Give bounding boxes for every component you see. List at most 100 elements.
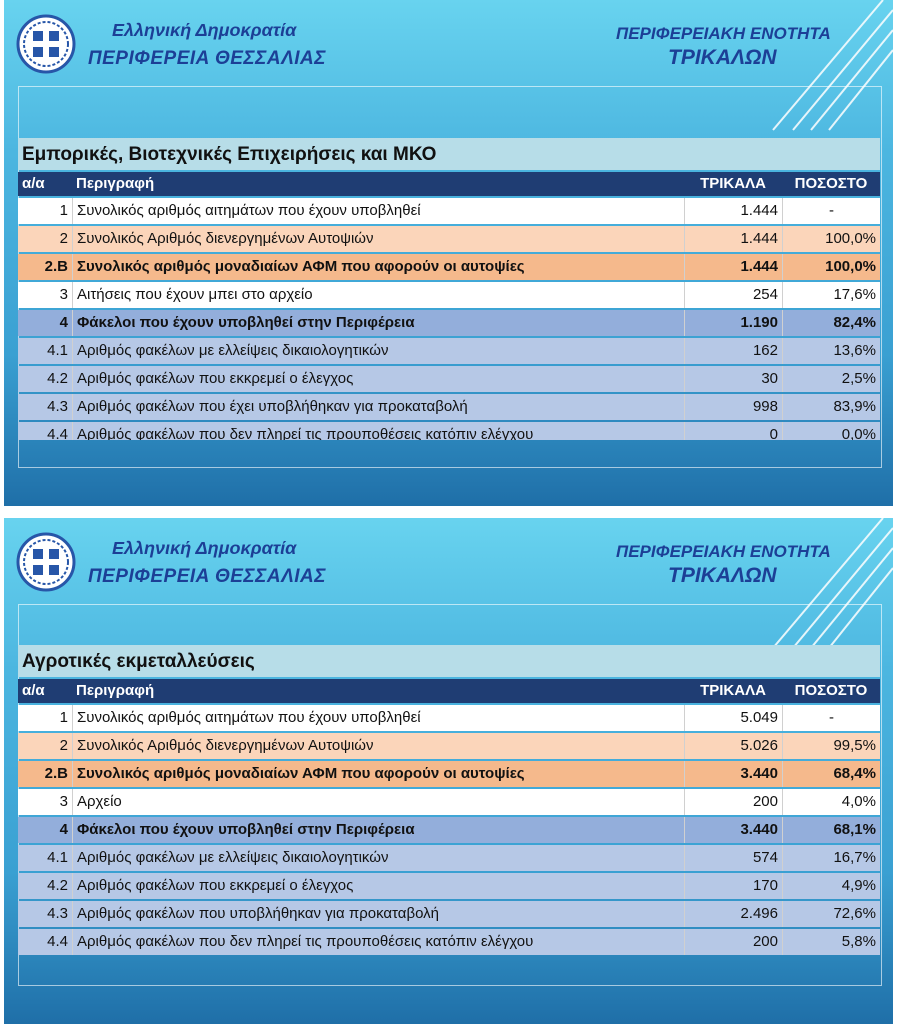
table-cell: 13,6% (782, 338, 880, 364)
header-left-line2: ΠΕΡΙΦΕΡΕΙΑ ΘΕΣΣΑΛΙΑΣ (88, 566, 326, 587)
table-cell: 16,7% (782, 845, 880, 871)
table-row: 4.2 Αριθμός φακέλων που εκκρεμεί ο έλεγχο… (18, 873, 880, 899)
table-cell: Συνολικός Αριθμός διενεργημένων Αυτοψιών (72, 733, 684, 759)
header-left-line1: Ελληνική Δημοκρατία (112, 20, 297, 40)
table-cell: 5,8% (782, 929, 880, 955)
table-cell: Αιτήσεις που έχουν μπει στο αρχείο (72, 282, 684, 308)
table-row: 4 Φάκελοι που έχουν υποβληθεί στην Περιφέ… (18, 310, 880, 336)
table-cell: - (782, 705, 880, 731)
table-cell: 4.3 (47, 905, 68, 922)
column-header: Περιγραφή (76, 682, 155, 699)
table-cell: 0 (684, 422, 782, 440)
table-row: 3 Αρχείο 200 4,0% (18, 789, 880, 815)
table-row: 1 Συνολικός αριθμός αιτημάτων που έχουν υ… (18, 705, 880, 731)
table-cell: Συνολικός αριθμός αιτημάτων που έχουν υπ… (72, 705, 684, 731)
header-right-line1: ΠΕΡΙΦΕΡΕΙΑΚΗ ΕΝΟΤΗΤΑ (616, 542, 831, 561)
table-cell: Αριθμός φακέλων που δεν πληρεί τις προυπ… (72, 929, 684, 955)
header-right-line2: ΤΡΙΚΑΛΩΝ (668, 46, 777, 69)
panel: Ελληνική Δημοκρατία ΠΕΡΙΦΕΡΕΙΑ ΘΕΣΣΑΛΙΑΣ Π… (4, 0, 893, 506)
table-cell: 3 (59, 286, 68, 303)
table-cell: 2 (59, 737, 68, 754)
table-cell: 4,0% (782, 789, 880, 815)
table-cell: 3.440 (684, 761, 782, 787)
column-header: ΤΡΙΚΑΛΑ (700, 682, 766, 699)
table-cell: 3 (59, 793, 68, 810)
table-cell: 998 (684, 394, 782, 420)
table-cell: 1.444 (684, 226, 782, 252)
table-cell: Αριθμός φακέλων που εκκρεμεί ο έλεγχος (72, 873, 684, 899)
table-cell: 1.190 (684, 310, 782, 336)
table-cell: 83,9% (782, 394, 880, 420)
table-cell: Συνολικός αριθμός μοναδιαίων ΑΦΜ που αφο… (72, 254, 684, 280)
header-right-line2: ΤΡΙΚΑΛΩΝ (668, 564, 777, 587)
table-row: 4.1 Αριθμός φακέλων με ελλείψεις δικαιολο… (18, 338, 880, 364)
table-row: 1 Συνολικός αριθμός αιτημάτων που έχουν υ… (18, 198, 880, 224)
emblem (16, 532, 76, 592)
table-cell: 68,1% (782, 817, 880, 843)
table: Αγροτικές εκμεταλλεύσεις α/α Περιγραφή ΤΡΙΚ… (18, 645, 880, 975)
table-cell: 82,4% (782, 310, 880, 336)
table-cell: Συνολικός αριθμός μοναδιαίων ΑΦΜ που αφο… (72, 761, 684, 787)
table-cell: Συνολικός Αριθμός διενεργημένων Αυτοψιών (72, 226, 684, 252)
table-cell: 4.2 (47, 877, 68, 894)
header-row: α/α Περιγραφή ΤΡΙΚΑΛΑ ΠΟΣΟΣΤΟ (18, 172, 880, 196)
table-row: 4.1 Αριθμός φακέλων με ελλείψεις δικαιολο… (18, 845, 880, 871)
header-left-line2: ΠΕΡΙΦΕΡΕΙΑ ΘΕΣΣΑΛΙΑΣ (88, 48, 326, 69)
column-header: α/α (22, 682, 45, 699)
table-cell: 4.1 (47, 342, 68, 359)
table-cell: 4.4 (47, 426, 68, 440)
table-cell: Αρχείο (72, 789, 684, 815)
table-cell: 4,9% (782, 873, 880, 899)
table-row: 4.2 Αριθμός φακέλων που εκκρεμεί ο έλεγχο… (18, 366, 880, 392)
decoration (772, 0, 893, 131)
table-cell: 2.496 (684, 901, 782, 927)
table-title: Εμπορικές, Βιοτεχνικές Επιχειρήσεις και … (18, 138, 880, 170)
table-cell: 2,5% (782, 366, 880, 392)
table-cell: 5.049 (684, 705, 782, 731)
table-row: 2.Β Συνολικός αριθμός μοναδιαίων ΑΦΜ που … (18, 254, 880, 280)
table-cell: 4 (59, 314, 68, 331)
table-cell: 30 (684, 366, 782, 392)
table-row: 4.3 Αριθμός φακέλων που υποβλήθηκαν για π… (18, 901, 880, 927)
table-cell: Αριθμός φακέλων με ελλείψεις δικαιολογητ… (72, 338, 684, 364)
table-cell: 1 (59, 709, 68, 726)
table-cell: 4.3 (47, 398, 68, 415)
table-cell: Αριθμός φακέλων που έχει υποβλήθηκαν για… (72, 394, 684, 420)
table-cell: 200 (684, 929, 782, 955)
table-cell: 99,5% (782, 733, 880, 759)
table-cell: Φάκελοι που έχουν υποβληθεί στην Περιφέρ… (72, 310, 684, 336)
table-cell: Αριθμός φακέλων που υποβλήθηκαν για προκ… (72, 901, 684, 927)
table: Εμπορικές, Βιοτεχνικές Επιχειρήσεις και … (18, 138, 880, 440)
header-row: α/α Περιγραφή ΤΡΙΚΑΛΑ ΠΟΣΟΣΤΟ (18, 679, 880, 703)
panel: Ελληνική Δημοκρατία ΠΕΡΙΦΕΡΕΙΑ ΘΕΣΣΑΛΙΑΣ Π… (4, 518, 893, 1024)
table-cell: - (782, 198, 880, 224)
table-cell: 2.Β (44, 258, 68, 275)
header-left-line1: Ελληνική Δημοκρατία (112, 538, 297, 558)
table-cell: Αριθμός φακέλων με ελλείψεις δικαιολογητ… (72, 845, 684, 871)
table-row: 2 Συνολικός Αριθμός διενεργημένων Αυτοψιώ… (18, 226, 880, 252)
table-cell: 4.2 (47, 370, 68, 387)
table-cell: 254 (684, 282, 782, 308)
table-cell: 68,4% (782, 761, 880, 787)
table-cell: 4.4 (47, 933, 68, 950)
table-row: 2 Συνολικός Αριθμός διενεργημένων Αυτοψιώ… (18, 733, 880, 759)
table-cell: 0,0% (782, 422, 880, 440)
table-cell: 100,0% (782, 254, 880, 280)
table-row: 3 Αιτήσεις που έχουν μπει στο αρχείο 254 17… (18, 282, 880, 308)
table-cell: 1.444 (684, 198, 782, 224)
table-cell: 2 (59, 230, 68, 247)
table-cell: 170 (684, 873, 782, 899)
table-cell: 162 (684, 338, 782, 364)
decoration (772, 518, 893, 649)
table-cell: 1 (59, 202, 68, 219)
table-cell: 72,6% (782, 901, 880, 927)
emblem (16, 14, 76, 74)
table-row: 2.Β Συνολικός αριθμός μοναδιαίων ΑΦΜ που … (18, 761, 880, 787)
column-header: ΠΟΣΟΣΤΟ (794, 682, 868, 699)
table-cell: 5.026 (684, 733, 782, 759)
table-cell: 3.440 (684, 817, 782, 843)
table-row: 4.4 Αριθμός φακέλων που δεν πληρεί τις πρ… (18, 929, 880, 955)
table-cell: 4 (59, 821, 68, 838)
table-row: 4.4 Αριθμός φακέλων που δεν πληρεί τις πρ… (18, 422, 880, 440)
